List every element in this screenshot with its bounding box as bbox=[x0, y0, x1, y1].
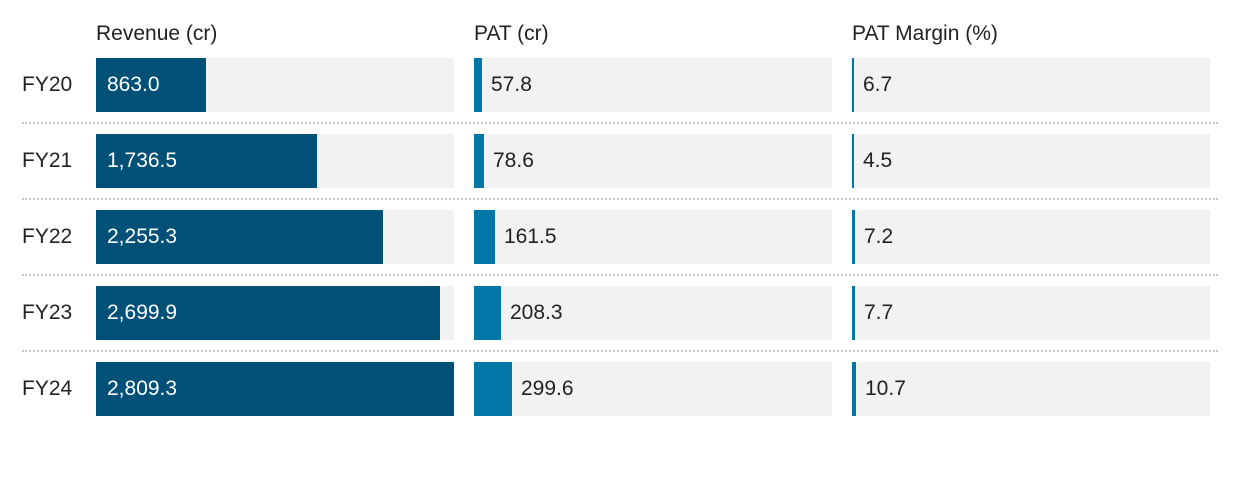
pat-bar bbox=[474, 134, 484, 188]
column-header-pat-margin: PAT Margin (%) bbox=[852, 22, 998, 45]
row-divider bbox=[22, 274, 1218, 276]
row-divider bbox=[22, 122, 1218, 124]
pat-margin-bar bbox=[852, 362, 856, 416]
pat-margin-value-label: 7.2 bbox=[864, 225, 894, 248]
column-header-pat: PAT (cr) bbox=[474, 22, 549, 45]
row-label-fy20: FY20 bbox=[22, 73, 73, 96]
revenue-track: 1,736.5 bbox=[96, 134, 454, 188]
row-divider bbox=[22, 350, 1218, 352]
revenue-bar bbox=[96, 134, 317, 188]
pat-margin-bar bbox=[852, 134, 854, 188]
pat-track: 78.6 bbox=[474, 134, 832, 188]
pat-margin-bar bbox=[852, 58, 854, 112]
pat-value-label: 161.5 bbox=[504, 225, 557, 248]
row-label-fy23: FY23 bbox=[22, 301, 73, 324]
pat-margin-track: 6.7 bbox=[852, 58, 1210, 112]
pat-bar bbox=[474, 210, 495, 264]
pat-margin-track: 7.7 bbox=[852, 286, 1210, 340]
revenue-value-label: 863.0 bbox=[107, 73, 160, 96]
revenue-track: 863.0 bbox=[96, 58, 454, 112]
pat-track: 299.6 bbox=[474, 362, 832, 416]
pat-margin-track: 4.5 bbox=[852, 134, 1210, 188]
pat-margin-track: 7.2 bbox=[852, 210, 1210, 264]
pat-bar bbox=[474, 362, 512, 416]
row-label-fy24: FY24 bbox=[22, 377, 73, 400]
pat-margin-value-label: 4.5 bbox=[863, 149, 893, 172]
revenue-track: 2,255.3 bbox=[96, 210, 454, 264]
revenue-bar bbox=[96, 58, 206, 112]
revenue-value-label: 2,809.3 bbox=[107, 377, 178, 400]
pat-value-label: 208.3 bbox=[510, 301, 563, 324]
pat-margin-bar bbox=[852, 286, 855, 340]
row-label-fy21: FY21 bbox=[22, 149, 73, 172]
pat-value-label: 57.8 bbox=[491, 73, 532, 96]
revenue-bar bbox=[96, 210, 383, 264]
pat-margin-value-label: 6.7 bbox=[863, 73, 893, 96]
pat-track: 161.5 bbox=[474, 210, 832, 264]
pat-bar bbox=[474, 286, 501, 340]
pat-margin-bar bbox=[852, 210, 855, 264]
pat-track: 208.3 bbox=[474, 286, 832, 340]
row-label-fy22: FY22 bbox=[22, 225, 73, 248]
pat-bar bbox=[474, 58, 482, 112]
pat-margin-value-label: 10.7 bbox=[865, 377, 906, 400]
revenue-value-label: 2,699.9 bbox=[107, 301, 178, 324]
revenue-value-label: 1,736.5 bbox=[107, 149, 178, 172]
revenue-bar bbox=[96, 362, 454, 416]
pat-track: 57.8 bbox=[474, 58, 832, 112]
pat-value-label: 299.6 bbox=[521, 377, 574, 400]
column-header-revenue: Revenue (cr) bbox=[96, 22, 218, 45]
pat-margin-value-label: 7.7 bbox=[864, 301, 894, 324]
pat-value-label: 78.6 bbox=[493, 149, 534, 172]
row-divider bbox=[22, 198, 1218, 200]
revenue-bar bbox=[96, 286, 440, 340]
pat-margin-track: 10.7 bbox=[852, 362, 1210, 416]
revenue-track: 2,699.9 bbox=[96, 286, 454, 340]
revenue-track: 2,809.3 bbox=[96, 362, 454, 416]
revenue-value-label: 2,255.3 bbox=[107, 225, 178, 248]
